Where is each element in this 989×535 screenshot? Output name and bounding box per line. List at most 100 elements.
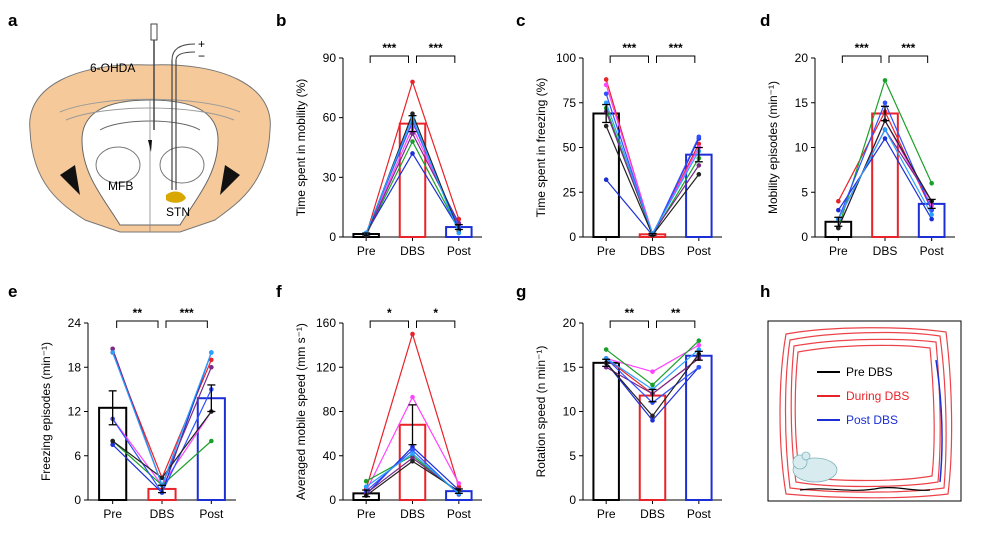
panel-letter-b: b — [276, 11, 286, 30]
data-point — [410, 139, 415, 144]
data-point — [110, 346, 115, 352]
x-tick-label: Pre — [103, 507, 122, 521]
significance-label: *** — [669, 41, 683, 55]
data-point — [650, 369, 655, 374]
brain-right-ventricle — [220, 165, 240, 195]
bar — [685, 354, 713, 501]
y-axis-title: Time spent in mobility (%) — [294, 79, 308, 217]
significance-bracket — [116, 320, 159, 328]
significance-bracket — [416, 55, 456, 63]
y-axis-title: Freezing episodes (min⁻¹) — [39, 342, 53, 481]
y-tick-label: 160 — [316, 316, 336, 330]
significance-label: ** — [671, 306, 681, 320]
y-tick-label: 10 — [563, 405, 577, 419]
panel-letter-e: e — [8, 282, 17, 301]
data-point — [410, 151, 415, 156]
chart-f: f 0 40 80 120 160 Averaged mobile speed (mm s⁻… — [276, 282, 482, 521]
x-tick-label: DBS — [150, 507, 175, 521]
significance-label: * — [387, 306, 392, 320]
panel-letter-a: a — [8, 11, 18, 30]
x-tick-label: Post — [199, 507, 224, 521]
data-point — [410, 131, 415, 136]
data-point — [696, 172, 702, 177]
animal-line — [605, 93, 700, 237]
y-axis-title: Time spent in freezing (%) — [534, 78, 548, 218]
label-minus: − — [198, 49, 205, 63]
bar — [592, 361, 620, 502]
significance-bracket — [165, 320, 208, 328]
legend-label: During DBS — [846, 389, 909, 403]
label-mfb: MFB — [108, 179, 133, 193]
y-tick-label: 6 — [74, 449, 81, 463]
x-tick-label: DBS — [400, 244, 425, 258]
data-point — [410, 394, 415, 400]
data-point — [110, 350, 115, 355]
brain-right-nucleus — [159, 146, 205, 184]
animal-line — [605, 138, 700, 237]
label-plus: + — [198, 37, 205, 51]
chart-d: d 0 5 10 15 20 Mobility episodes (min⁻¹) Pre DBS… — [760, 11, 955, 258]
data-point — [882, 127, 888, 132]
data-point — [836, 207, 841, 213]
y-tick-label: 50 — [563, 141, 577, 155]
x-tick-label: Pre — [357, 244, 376, 258]
x-tick-label: Pre — [597, 507, 616, 521]
x-tick-label: Post — [447, 507, 472, 521]
significance-label: ** — [133, 306, 143, 320]
y-axis-title: Mobility episodes (min⁻¹) — [766, 81, 780, 214]
y-tick-label: 0 — [569, 230, 576, 244]
y-tick-label: 15 — [563, 360, 577, 374]
y-tick-label: 0 — [74, 493, 81, 507]
data-point — [410, 451, 415, 456]
panel-letter-f: f — [276, 282, 282, 301]
chart-b: b 0 30 60 90 Time spent in mobility (%) Pre DBS… — [276, 11, 482, 258]
x-tick-label: Post — [447, 244, 472, 258]
legend-h: Pre DBS During DBS Post DBS — [817, 365, 909, 427]
chart-e: e 0 6 12 18 24 Freezing episodes (min⁻¹) Pre DBS… — [8, 282, 236, 521]
panel-letter-d: d — [760, 11, 770, 30]
x-tick-label: DBS — [873, 244, 898, 258]
chart-g: g 0 5 10 15 20 Rotation speed (n min⁻¹) Pre DBS P… — [516, 282, 722, 521]
y-tick-label: 60 — [323, 111, 337, 125]
y-tick-label: 5 — [569, 449, 576, 463]
label-6-ohda: 6-OHDA — [90, 61, 135, 75]
data-point — [410, 455, 415, 461]
data-point — [650, 418, 655, 423]
significance-label: *** — [855, 41, 869, 55]
data-point — [696, 342, 702, 348]
y-tick-label: 30 — [323, 170, 337, 184]
animal-line — [112, 348, 212, 487]
x-tick-label: DBS — [400, 507, 425, 521]
significance-label: *** — [382, 41, 396, 55]
brain-left-ventricle — [60, 165, 80, 195]
data-point — [696, 134, 702, 140]
y-tick-label: 12 — [68, 405, 82, 419]
data-point — [603, 123, 609, 129]
y-tick-label: 18 — [68, 360, 82, 374]
label-stn: STN — [166, 205, 190, 219]
significance-bracket — [888, 55, 929, 63]
bar — [871, 112, 899, 238]
data-point — [603, 91, 609, 97]
data-point — [209, 438, 214, 444]
data-point — [456, 481, 462, 486]
y-tick-label: 5 — [801, 185, 808, 199]
significance-label: *** — [622, 41, 636, 55]
data-point — [363, 478, 369, 484]
y-axis-title: Averaged mobile speed (mm s⁻¹) — [294, 323, 308, 500]
data-point — [209, 357, 214, 363]
significance-bracket — [609, 55, 649, 63]
x-tick-label: Pre — [357, 507, 376, 521]
x-tick-label: Post — [920, 244, 945, 258]
data-point — [650, 413, 655, 419]
needle-syringe — [150, 23, 158, 41]
panel-a: a 6-OHDA + − MFB STN — [8, 11, 271, 233]
data-point — [410, 79, 415, 85]
significance-bracket — [369, 55, 409, 63]
y-axis-title: Rotation speed (n min⁻¹) — [534, 346, 548, 478]
stn-region — [166, 191, 186, 203]
data-point — [410, 444, 415, 450]
y-tick-label: 0 — [801, 230, 808, 244]
